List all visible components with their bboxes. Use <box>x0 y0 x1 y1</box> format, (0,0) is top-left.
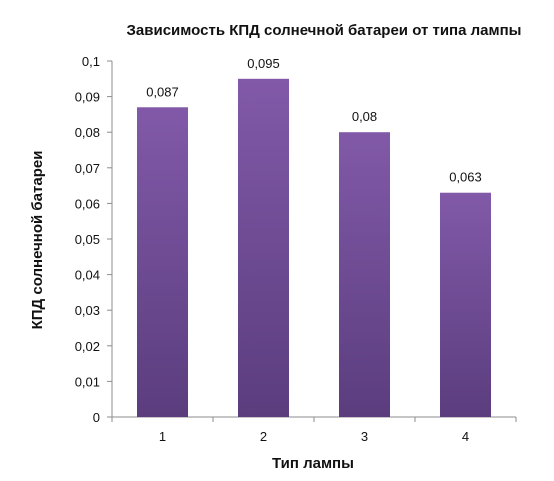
y-tick-label: 0 <box>93 410 100 425</box>
bar <box>137 107 188 417</box>
plot-area: 0 0,01 0,02 0,03 0,04 0,05 0,06 0,07 0,08 0,09 0,1… <box>75 54 517 444</box>
data-label: 0,095 <box>247 56 280 71</box>
x-tick-label: 2 <box>260 429 267 444</box>
y-tick-label: 0,1 <box>82 54 100 69</box>
y-tick-label: 0,01 <box>75 374 100 389</box>
y-tick-label: 0,05 <box>75 232 100 247</box>
x-axis-title: Тип лампы <box>272 455 354 472</box>
y-tick-label: 0,07 <box>75 161 100 176</box>
y-tick-label: 0,08 <box>75 125 100 140</box>
bar <box>339 132 390 417</box>
data-label: 0,063 <box>449 170 482 185</box>
x-tick-label: 1 <box>159 429 166 444</box>
chart-title: Зависимость КПД солнечной батареи от тип… <box>127 22 522 39</box>
y-tick-label: 0,09 <box>75 90 100 105</box>
data-label: 0,087 <box>146 84 179 99</box>
y-tick-label: 0,03 <box>75 303 100 318</box>
y-axis-title: КПД солнечной батареи <box>29 151 46 330</box>
data-label: 0,08 <box>352 109 377 124</box>
y-tick-label: 0,04 <box>75 268 100 283</box>
y-tick-label: 0,06 <box>75 196 100 211</box>
bar <box>440 192 491 417</box>
y-tick-label: 0,02 <box>75 339 100 354</box>
x-tick-label: 4 <box>462 429 469 444</box>
x-tick-label: 3 <box>361 429 368 444</box>
bar <box>238 78 289 418</box>
